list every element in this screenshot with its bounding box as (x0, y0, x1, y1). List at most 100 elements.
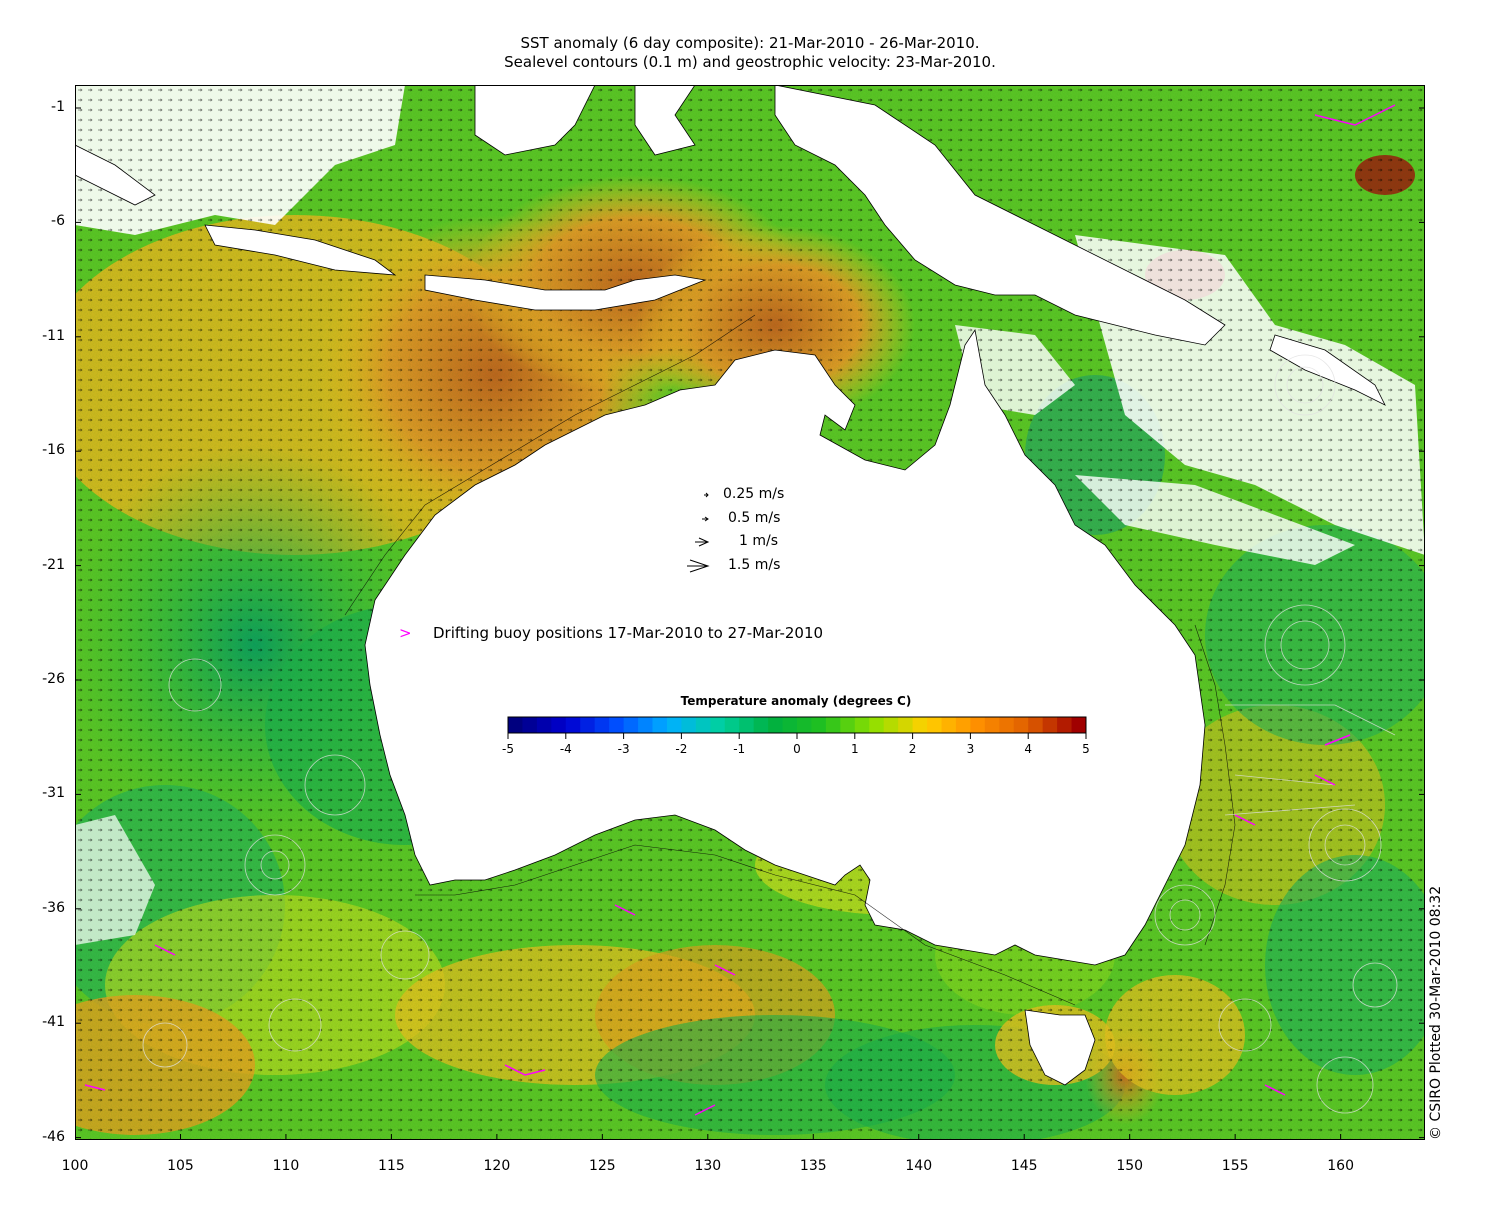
figure-title-line2: Sealevel contours (0.1 m) and geostrophi… (504, 53, 996, 71)
velocity-label-0-25: 0.25 m/s (723, 486, 785, 502)
x-tick-label: 160 (1327, 1158, 1354, 1174)
y-tick-label: -11 (42, 327, 65, 344)
velocity-arrow-1-5 (687, 559, 710, 573)
sst-map (75, 85, 1425, 1140)
x-tick-label: 110 (272, 1158, 300, 1174)
colorbar-cell (898, 717, 914, 733)
x-tick-label: 130 (694, 1158, 722, 1174)
x-tick-label: 105 (167, 1158, 194, 1174)
colorbar-cell (536, 717, 552, 733)
colorbar-cell (753, 717, 769, 733)
lesser-sunda-land (424, 274, 707, 311)
colorbar-title: Temperature anomaly (degrees C) (680, 694, 912, 708)
colorbar-cell (609, 717, 625, 733)
colorbar-cell (768, 717, 784, 733)
velocity-label-0-5: 0.5 m/s (728, 510, 781, 526)
x-tick-label: 120 (483, 1158, 511, 1174)
x-tick-label: 115 (378, 1158, 405, 1174)
velocity-arrow-0-5 (702, 516, 709, 522)
tasmania-land (1024, 1009, 1096, 1086)
colorbar-cells (508, 717, 1087, 733)
colorbar-cell (551, 717, 567, 733)
solomon-islands-land (1269, 334, 1386, 406)
velocity-arrow-0-25 (704, 492, 709, 498)
velocity-arrow-1 (695, 537, 710, 547)
buoy-legend-marker: > (399, 624, 412, 642)
colorbar-cell (666, 717, 682, 733)
colorbar-tick-label: 3 (966, 742, 975, 756)
y-tick-label: -26 (42, 671, 65, 687)
colorbar-cell (594, 717, 610, 733)
colorbar-cell (941, 717, 957, 733)
x-tick-marks (75, 1134, 1342, 1140)
colorbar-cell (1042, 717, 1058, 733)
x-tick-label: 140 (905, 1158, 933, 1174)
colorbar-cell (782, 717, 798, 733)
x-tick-label: 145 (1010, 1158, 1038, 1174)
x-tick-label: 150 (1116, 1158, 1144, 1174)
colorbar-cell (869, 717, 885, 733)
colorbar-cell (840, 717, 856, 733)
velocity-label-1: 1 m/s (739, 533, 779, 549)
colorbar-cell (825, 717, 841, 733)
colorbar-cell (1028, 717, 1044, 733)
colorbar-cell (580, 717, 596, 733)
y-tick-label: -6 (51, 213, 65, 230)
colorbar-tick-label: -4 (559, 742, 572, 756)
colorbar-tick-label: 5 (1082, 742, 1090, 756)
x-tick-label: 125 (588, 1158, 616, 1174)
colorbar-cell (522, 717, 538, 733)
buoy-legend-label: Drifting buoy positions 17-Mar-2010 to 2… (433, 624, 824, 642)
colorbar-cell (724, 717, 740, 733)
colorbar (507, 716, 1087, 739)
borneo-land (474, 85, 596, 156)
colorbar-tick-label: -5 (502, 742, 514, 756)
colorbar-cell (970, 717, 986, 733)
sulawesi-land (634, 85, 696, 156)
colorbar-cell (811, 717, 827, 733)
figure-title-line1: SST anomaly (6 day composite): 21-Mar-20… (520, 34, 980, 52)
colorbar-cell (508, 717, 523, 733)
colorbar-cell (695, 717, 711, 733)
velocity-scale-arrows (687, 492, 710, 573)
x-tick-label: 155 (1221, 1158, 1249, 1174)
y-tick-label: -1 (51, 99, 65, 115)
colorbar-tick-marks (507, 733, 1087, 739)
y-tick-label: -46 (42, 1128, 65, 1145)
credit-text: © CSIRO Plotted 30-Mar-2010 08:32 (1428, 885, 1444, 1140)
y-tick-label: -16 (42, 442, 65, 459)
map-frame (75, 85, 1425, 1140)
colorbar-cell (883, 717, 899, 733)
colorbar-cell (984, 717, 1000, 733)
sealevel-contours (142, 354, 1398, 1114)
colorbar-tick-label: 0 (793, 742, 801, 756)
colorbar-cell (1071, 717, 1087, 733)
colorbar-cell (739, 717, 755, 733)
colorbar-cell (623, 717, 639, 733)
colorbar-cell (638, 717, 653, 733)
colorbar-tick-label: -2 (675, 742, 688, 756)
colorbar-cell (1013, 717, 1029, 733)
colorbar-cell (1057, 717, 1073, 733)
y-tick-marks (75, 107, 1425, 1139)
y-tick-label: -36 (42, 899, 65, 916)
bathymetry-contour (344, 314, 1236, 1006)
y-tick-label: -21 (42, 556, 65, 573)
colorbar-tick-label: 4 (1024, 742, 1032, 756)
colorbar-cell (955, 717, 971, 733)
colorbar-cell (912, 717, 928, 733)
y-tick-label: -31 (42, 785, 65, 802)
x-tick-label: 135 (799, 1158, 827, 1174)
colorbar-cell (652, 717, 668, 733)
colorbar-cell (854, 717, 870, 733)
colorbar-cell (681, 717, 697, 733)
x-tick-label: 100 (61, 1158, 89, 1174)
land-masses (75, 85, 1386, 1086)
new-guinea-land (774, 85, 1226, 346)
colorbar-cell (710, 717, 726, 733)
drifting-buoy-tracks (84, 104, 1396, 1116)
colorbar-tick-label: 2 (908, 742, 917, 756)
colorbar-tick-label: -1 (733, 742, 746, 756)
colorbar-cell (927, 717, 942, 733)
y-tick-label: -41 (42, 1014, 65, 1031)
